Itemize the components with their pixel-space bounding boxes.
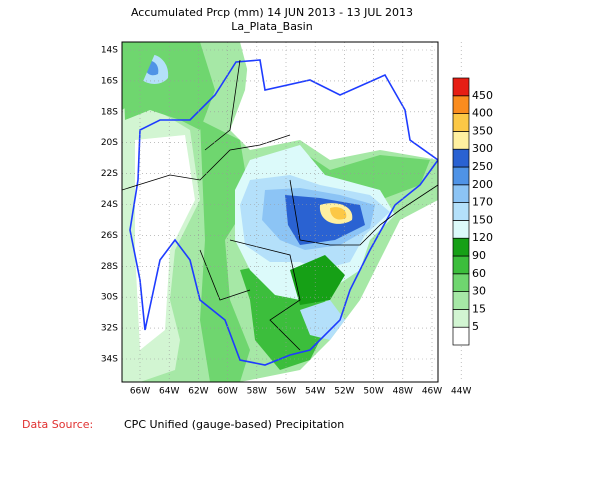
colorbar-label: 400 (472, 107, 493, 120)
colorbar-label: 120 (472, 231, 493, 244)
colorbar-swatch (452, 326, 470, 346)
lon-label: 58W (247, 387, 267, 397)
lat-label: 32S (101, 324, 118, 334)
colorbar-label: 170 (472, 196, 493, 209)
colorbar-label: 200 (472, 178, 493, 191)
colorbar: 5 15 30 60 90 120 150 170 200 250 300 350 400 450 (452, 77, 493, 346)
colorbar-swatch (452, 273, 470, 292)
lon-label: 60W (217, 387, 237, 397)
lon-label: 66W (130, 387, 150, 397)
colorbar-swatch (452, 202, 470, 221)
lon-label: 46W (422, 387, 442, 397)
lat-label: 26S (101, 231, 118, 241)
source-text: CPC Unified (gauge-based) Precipitation (124, 418, 344, 431)
colorbar-label: 60 (472, 267, 486, 280)
map-frame (121, 41, 439, 383)
lat-label: 30S (101, 293, 118, 303)
lon-label: 50W (363, 387, 383, 397)
colorbar-label: 250 (472, 160, 493, 173)
subtitle: La_Plata_Basin (231, 20, 312, 33)
title: Accumulated Prcp (mm) 14 JUN 2013 - 13 J… (131, 6, 413, 19)
lat-label: 18S (101, 107, 118, 117)
colorbar-swatch (452, 113, 470, 132)
colorbar-label: 30 (472, 285, 486, 298)
colorbar-label: 15 (472, 302, 486, 315)
colorbar-swatch (452, 255, 470, 275)
colorbar-label: 450 (472, 89, 493, 102)
lon-label: 48W (393, 387, 413, 397)
colorbar-swatch (452, 77, 470, 97)
lat-label: 14S (101, 46, 118, 56)
colorbar-swatch (452, 291, 470, 310)
source-label: Data Source: (22, 418, 93, 431)
lat-label: 34S (101, 355, 118, 365)
colorbar-swatch (452, 220, 470, 239)
lat-label: 16S (101, 76, 118, 86)
colorbar-swatch (452, 309, 470, 328)
colorbar-swatch (452, 95, 470, 114)
colorbar-swatch (452, 184, 470, 203)
colorbar-swatch (452, 148, 470, 168)
lat-label: 28S (101, 262, 118, 272)
colorbar-label: 5 (472, 320, 479, 333)
lon-label: 64W (159, 387, 179, 397)
lon-label: 52W (334, 387, 354, 397)
lat-label: 22S (101, 169, 118, 179)
colorbar-label: 150 (472, 213, 493, 226)
lat-label: 20S (101, 138, 118, 148)
colorbar-swatch (452, 166, 470, 186)
colorbar-label: 300 (472, 142, 493, 155)
lon-label: 56W (276, 387, 296, 397)
colorbar-swatch (452, 131, 470, 150)
graticule: 14S 16S 18S 20S 22S 24S 26S 28S 30S 32S 34S 66W 64W 6… (101, 42, 471, 397)
lon-label: 44W (451, 387, 471, 397)
colorbar-label: 350 (472, 124, 493, 137)
lon-label: 62W (188, 387, 208, 397)
colorbar-swatch (452, 237, 470, 257)
lat-label: 24S (101, 200, 118, 210)
lon-label: 54W (305, 387, 325, 397)
precip-field (122, 42, 438, 382)
colorbar-label: 90 (472, 249, 486, 262)
